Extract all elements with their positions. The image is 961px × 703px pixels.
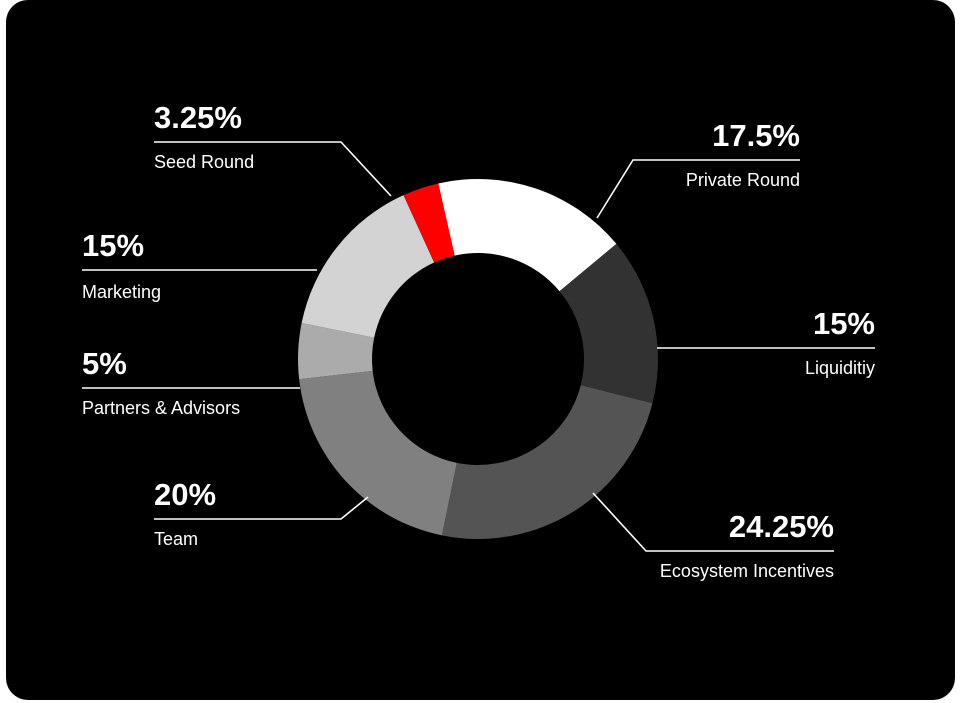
category-label-ecosystem-incentives: Ecosystem Incentives [660, 561, 834, 581]
leader-line-ecosystem-incentives [592, 492, 834, 552]
percent-label-private-round: 17.5% [712, 118, 800, 153]
category-label-private-round: Private Round [686, 170, 800, 190]
slice-ecosystem-incentives [441, 385, 653, 539]
leader-line-private-round [596, 159, 800, 219]
donut-chart: 17.5% Private Round 15% Liquiditiy 24.25% Eco… [82, 100, 875, 581]
slice-seed-round [403, 183, 455, 263]
percent-label-ecosystem-incentives: 24.25% [729, 509, 834, 544]
category-label-team: Team [154, 529, 198, 549]
slice-marketing [301, 195, 435, 338]
slice-partners-advisors [297, 322, 375, 380]
category-label-marketing: Marketing [82, 282, 161, 302]
leader-line-team [154, 496, 369, 520]
leader-line-seed-round [154, 141, 392, 197]
callouts: 17.5% Private Round 15% Liquiditiy 24.25% Eco… [82, 100, 875, 581]
category-label-partners-advisors: Partners & Advisors [82, 398, 240, 418]
slice-team [299, 370, 457, 536]
percent-label-marketing: 15% [82, 228, 144, 263]
chart-card: 17.5% Private Round 15% Liquiditiy 24.25% Eco… [6, 0, 955, 700]
percent-label-partners-advisors: 5% [82, 346, 127, 381]
slice-private-round [438, 179, 617, 292]
category-label-seed-round: Seed Round [154, 152, 254, 172]
donut-slices [297, 179, 658, 539]
percent-label-liquiditiy: 15% [813, 306, 875, 341]
percent-label-team: 20% [154, 477, 216, 512]
slice-liquiditiy [559, 243, 658, 404]
percent-label-seed-round: 3.25% [154, 100, 242, 135]
category-label-liquiditiy: Liquiditiy [805, 358, 875, 378]
